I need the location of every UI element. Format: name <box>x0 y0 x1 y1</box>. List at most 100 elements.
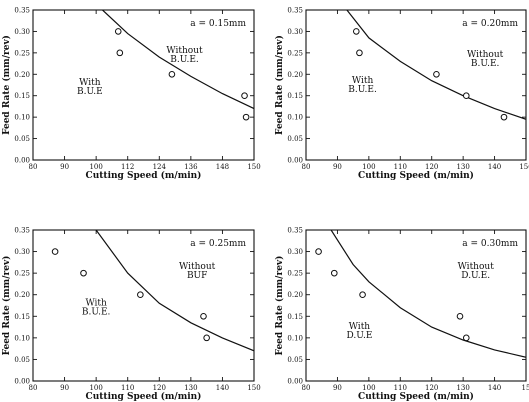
x-tick-label: 110 <box>121 384 134 392</box>
data-point <box>80 269 87 277</box>
y-tick-label: 0.10 <box>14 114 30 122</box>
region-label: Without BUF <box>179 262 216 281</box>
x-tick-label: 15 <box>522 384 529 392</box>
y-tick-label: 0.25 <box>14 49 30 57</box>
region-label: With B.U.E. <box>82 299 111 318</box>
x-tick-label: 90 <box>333 163 342 171</box>
x-tick-label: 100 <box>89 384 102 392</box>
x-tick-label: 140 <box>216 384 229 392</box>
data-point <box>241 92 248 100</box>
region-label-line: B.U.E <box>77 87 103 97</box>
x-tick-label: 150 <box>247 384 260 392</box>
x-tick-label: 130 <box>456 163 469 171</box>
boundary-curve <box>346 10 526 120</box>
boundary-curve <box>102 10 254 110</box>
region-label-line: Without <box>166 46 203 56</box>
x-tick-label: 150 <box>519 163 529 171</box>
y-tick-label: 0.20 <box>14 291 30 299</box>
boundary-curve <box>330 230 526 358</box>
chart-panel-1: 80 90 100 112 124 136 148 150 0.00 0.05 0.10 0.15 0.… <box>1 7 261 182</box>
y-tick-label: 0.05 <box>287 356 303 364</box>
y-tick-label: 0.25 <box>287 270 303 278</box>
y-tick-label: 0.25 <box>14 270 30 278</box>
region-label-line: With <box>352 76 374 86</box>
y-tick-label: 0.15 <box>14 92 30 100</box>
y-tick-label: 0.30 <box>287 28 303 36</box>
data-point <box>203 334 210 342</box>
region-label-line: B.U.E. <box>82 308 111 318</box>
data-point <box>168 70 176 78</box>
chart-title: a = 0.30mm <box>462 239 518 249</box>
region-label: Without B.U.E. <box>467 50 504 69</box>
y-tick-label: 0.15 <box>287 92 303 100</box>
data-point <box>352 28 360 35</box>
y-tick-label: 0.00 <box>287 157 303 165</box>
region-label-line: B.U.E. <box>348 85 377 95</box>
region-label-line: Without <box>467 50 504 60</box>
region-label-line: With <box>85 299 107 309</box>
y-tick-label: 0.35 <box>287 7 303 15</box>
x-tick-label: 90 <box>333 384 342 392</box>
y-tick-label: 0.00 <box>14 157 30 165</box>
y-tick-label: 0.20 <box>14 71 30 79</box>
x-tick-label: 112 <box>121 163 134 171</box>
x-tick-label: 130 <box>456 384 469 392</box>
y-tick-label: 0.10 <box>287 334 303 342</box>
region-label: With B.U.E <box>77 78 103 97</box>
y-tick-label: 0.35 <box>14 227 30 235</box>
x-tick-label: 120 <box>425 384 438 392</box>
region-label: Without D.U.E. <box>458 262 495 281</box>
x-tick-label: 136 <box>184 163 198 171</box>
y-tick-label: 0.10 <box>287 114 303 122</box>
plot-frame <box>305 229 527 382</box>
data-point <box>359 291 366 299</box>
x-tick-label: 130 <box>184 384 197 392</box>
data-point <box>200 312 207 320</box>
plot-frame <box>32 229 255 382</box>
chart-panel-2: 80 90 100 110 120 130 140 150 0.00 0.05 0.10 0.15 0.… <box>274 7 529 182</box>
data-point <box>433 70 440 78</box>
region-label: Without B.U.E. <box>166 46 203 65</box>
data-point <box>315 248 322 255</box>
region-label-line: Without <box>179 262 216 272</box>
region-label-line: D.U.E. <box>461 271 490 281</box>
y-tick-label: 0.05 <box>287 135 303 143</box>
data-point <box>51 248 59 255</box>
x-tick-label: 80 <box>29 384 38 392</box>
y-tick-label: 0.30 <box>287 248 303 256</box>
y-tick-label: 0.35 <box>287 227 303 235</box>
y-tick-label: 0.00 <box>287 378 303 386</box>
region-label: With D.U.E <box>346 322 372 341</box>
region-label-line: With <box>79 78 101 88</box>
y-tick-label: 0.15 <box>287 313 303 321</box>
y-tick-label: 0.20 <box>287 71 303 79</box>
y-axis-label: Feed Rate (mm/rev) <box>274 256 285 356</box>
x-tick-label: 90 <box>60 384 69 392</box>
chart-title: a = 0.25mm <box>190 239 246 249</box>
region-label-line: D.U.E <box>346 331 372 341</box>
boundary-curve <box>95 230 254 352</box>
region-label-line: Without <box>458 262 495 272</box>
x-tick-label: 150 <box>247 163 260 171</box>
x-tick-label: 140 <box>488 384 501 392</box>
x-tick-label: 120 <box>425 163 438 171</box>
chart-title: a = 0.15mm <box>190 19 246 29</box>
data-point <box>114 28 122 35</box>
y-tick-label: 0.25 <box>287 49 303 57</box>
region-label: With B.U.E. <box>348 76 377 95</box>
x-tick-label: 110 <box>394 384 407 392</box>
x-tick-label: 80 <box>29 163 38 171</box>
region-label-line: B.U.E. <box>170 55 199 65</box>
y-tick-label: 0.35 <box>14 7 30 15</box>
y-tick-label: 0.30 <box>14 248 30 256</box>
x-tick-label: 100 <box>89 163 102 171</box>
region-label-line: BUF <box>187 271 207 281</box>
x-tick-label: 124 <box>153 163 167 171</box>
x-tick-label: 120 <box>153 384 166 392</box>
y-tick-label: 0.30 <box>14 28 30 36</box>
x-tick-label: 148 <box>216 163 229 171</box>
x-tick-label: 110 <box>394 163 407 171</box>
data-point <box>456 312 464 320</box>
plot-frame <box>305 9 527 161</box>
y-axis-label: Feed Rate (mm/rev) <box>1 35 12 135</box>
